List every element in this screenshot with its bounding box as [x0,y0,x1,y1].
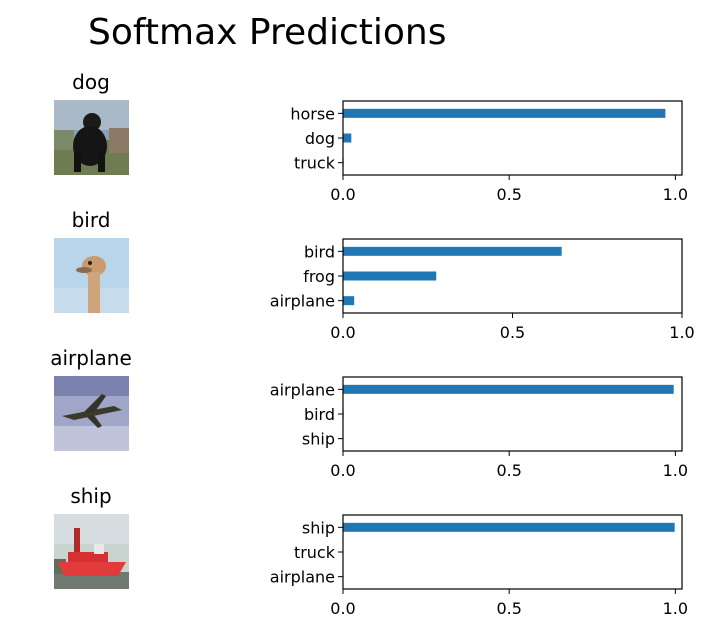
chart-2: bird frog airplane 0.0 0.5 1.0 [270,238,695,342]
bar-airplane [343,384,674,394]
x-tick-label: 1.0 [663,461,688,480]
y-tick-label-dog: dog [305,129,335,148]
image-title-1: dog [72,70,110,94]
image-title-3: airplane [50,346,132,370]
x-tick-label: 0.5 [496,185,521,204]
chart-1: horse dog truck 0.0 0.5 1.0 [290,100,688,204]
y-tick-label-ship: ship [302,518,335,537]
x-tick-label: 0.5 [496,599,521,618]
x-tick-label: 0.0 [330,323,355,342]
y-tick-label-airplane: airplane [270,380,335,399]
axes-frame [342,376,683,452]
x-tick-label: 1.0 [663,599,688,618]
panel-row-1: dog horse dog truck 0.0 0.5 1.0 [0,70,711,210]
airplane-image [54,376,129,451]
bar-dog [343,133,352,143]
bar-frog [343,271,437,281]
chart-4: ship truck airplane 0.0 0.5 1.0 [270,514,688,618]
y-tick-label-truck: truck [294,154,336,173]
axes-frame [342,100,683,176]
bar-airplane [343,296,355,306]
y-tick-label-bird: bird [304,242,335,261]
bar-horse [343,108,666,118]
y-tick-label-airplane: airplane [270,568,335,587]
image-title-2: bird [71,208,111,232]
y-tick-label-horse: horse [290,104,335,123]
panel-row-4: ship ship truck airplane 0.0 0.5 1.0 [0,484,711,624]
y-tick-label-truck: truck [294,543,336,562]
x-tick-label: 0.5 [500,323,525,342]
x-tick-label: 1.0 [663,185,688,204]
chart-3: airplane bird ship 0.0 0.5 1.0 [270,376,688,480]
panel-row-2: bird bird frog airplane 0.0 0.5 1.0 [0,208,711,348]
y-tick-label-bird: bird [304,405,335,424]
y-tick-label-ship: ship [302,430,335,449]
ostrich-image [54,238,129,313]
bar-bird [343,246,562,256]
image-title-4: ship [70,484,112,508]
y-tick-label-frog: frog [303,267,335,286]
x-tick-label: 0.0 [330,599,355,618]
panel-row-3: airplane airplane bird ship 0.0 0.5 1.0 [0,346,711,486]
x-tick-label: 1.0 [669,323,694,342]
bar-ship [343,522,675,532]
x-tick-label: 0.5 [496,461,521,480]
x-tick-label: 0.0 [330,185,355,204]
ship-image [54,514,129,589]
axes-frame [342,514,683,590]
dog-image [54,100,129,175]
figure-title: Softmax Predictions [88,12,447,53]
x-tick-label: 0.0 [330,461,355,480]
y-tick-label-airplane: airplane [270,292,335,311]
